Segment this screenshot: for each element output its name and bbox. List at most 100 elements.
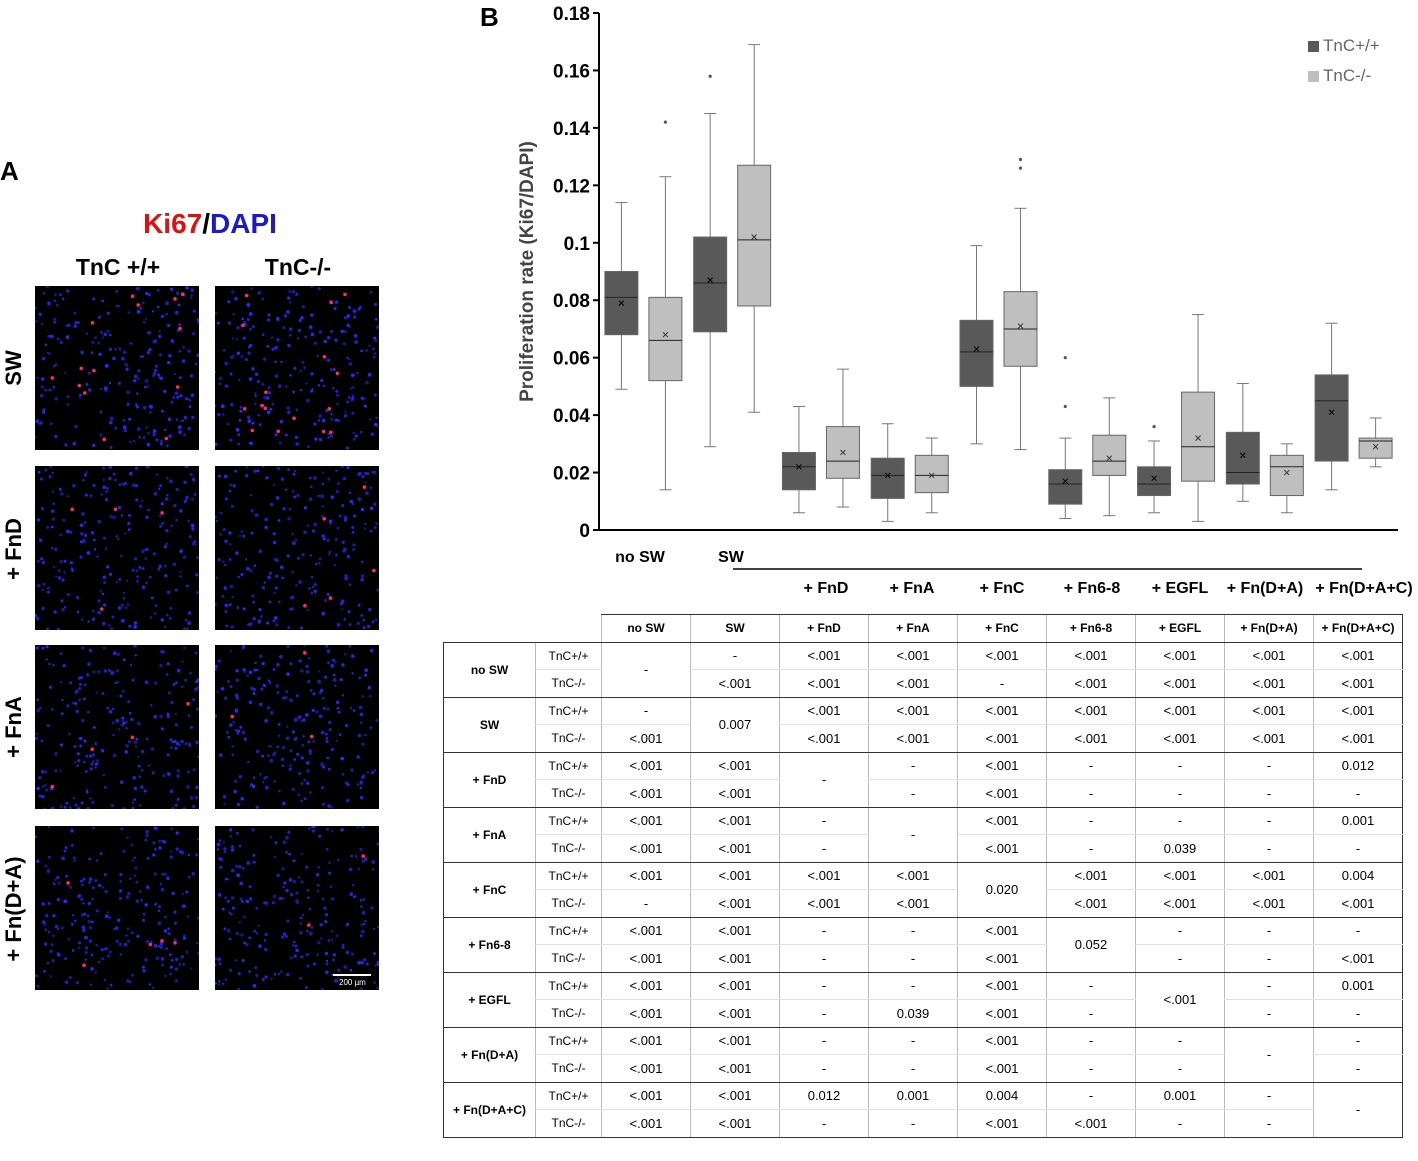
dapi-nucleus bbox=[138, 775, 142, 779]
table-cell: <.001 bbox=[601, 779, 691, 808]
table-genotype-label: TnC+/+ bbox=[535, 1082, 602, 1110]
dapi-nucleus bbox=[123, 350, 127, 354]
table-cell: <.001 bbox=[690, 999, 780, 1028]
dapi-nucleus bbox=[36, 984, 40, 988]
dapi-nucleus bbox=[107, 954, 111, 958]
dapi-nucleus bbox=[277, 384, 282, 388]
table-column-header: no SW bbox=[601, 614, 691, 643]
dapi-nucleus bbox=[108, 916, 111, 919]
dapi-nucleus bbox=[215, 576, 218, 579]
table-cell: - bbox=[1135, 779, 1225, 808]
dapi-nucleus bbox=[168, 617, 172, 620]
table-row: TnC-/- <.001 <.001- - <.001- - - bbox=[444, 1054, 1403, 1083]
dapi-nucleus bbox=[228, 911, 231, 914]
dapi-nucleus bbox=[169, 287, 174, 292]
dapi-nucleus bbox=[161, 650, 165, 654]
table-row: + FnD TnC+/+ <.001 <.001- - <.001- - -0.012 bbox=[443, 752, 1403, 808]
dapi-nucleus bbox=[252, 860, 256, 864]
dapi-nucleus bbox=[72, 856, 76, 860]
dapi-nucleus bbox=[223, 847, 227, 851]
dapi-nucleus bbox=[99, 852, 103, 855]
dapi-nucleus bbox=[187, 611, 192, 615]
dapi-nucleus bbox=[310, 332, 315, 337]
dapi-nucleus bbox=[188, 405, 192, 409]
dapi-nucleus bbox=[116, 652, 120, 657]
dapi-nucleus bbox=[272, 668, 276, 671]
dapi-nucleus bbox=[285, 835, 289, 840]
dapi-nucleus bbox=[106, 329, 110, 333]
dapi-nucleus bbox=[333, 660, 337, 664]
table-cell: 0.004 bbox=[1313, 862, 1403, 890]
dapi-nucleus bbox=[152, 429, 157, 433]
table-genotype-label: TnC-/- bbox=[535, 944, 602, 973]
dapi-nucleus bbox=[350, 768, 354, 772]
dapi-nucleus bbox=[336, 526, 339, 530]
dapi-nucleus bbox=[193, 543, 197, 546]
dapi-nucleus bbox=[104, 946, 109, 951]
dapi-nucleus bbox=[301, 553, 305, 557]
dapi-nucleus bbox=[334, 300, 339, 304]
dapi-nucleus bbox=[287, 626, 291, 629]
dapi-nucleus bbox=[340, 828, 344, 832]
dapi-nucleus bbox=[46, 586, 50, 590]
table-cell: <.001 bbox=[957, 1027, 1047, 1055]
dapi-nucleus bbox=[265, 396, 270, 400]
dapi-nucleus bbox=[91, 609, 95, 613]
dapi-nucleus bbox=[119, 953, 122, 956]
dapi-nucleus bbox=[124, 362, 129, 367]
dapi-nucleus bbox=[258, 944, 262, 948]
dapi-nucleus bbox=[152, 841, 156, 845]
dapi-nucleus bbox=[344, 724, 348, 728]
dapi-nucleus bbox=[364, 673, 368, 677]
dapi-nucleus bbox=[217, 474, 222, 478]
dapi-nucleus bbox=[247, 351, 251, 355]
dapi-nucleus bbox=[36, 376, 39, 379]
dapi-label: DAPI bbox=[210, 208, 277, 239]
table-cell: <.001 bbox=[601, 752, 691, 780]
dapi-nucleus bbox=[187, 770, 191, 774]
dapi-nucleus bbox=[78, 894, 82, 898]
dapi-nucleus bbox=[332, 958, 335, 962]
dapi-nucleus bbox=[215, 982, 217, 985]
dapi-nucleus bbox=[70, 828, 74, 833]
dapi-nucleus bbox=[343, 618, 346, 621]
dapi-nucleus bbox=[88, 754, 93, 758]
ki67-positive-nucleus bbox=[186, 702, 190, 706]
table-cell: <.001 bbox=[601, 1109, 691, 1138]
dapi-nucleus bbox=[153, 944, 158, 948]
dapi-nucleus bbox=[150, 940, 153, 944]
dapi-nucleus bbox=[196, 837, 199, 841]
dapi-nucleus bbox=[186, 915, 189, 918]
dapi-nucleus bbox=[167, 691, 171, 694]
dapi-nucleus bbox=[92, 670, 96, 674]
dapi-nucleus bbox=[108, 381, 112, 385]
dapi-nucleus bbox=[72, 484, 76, 488]
dapi-nucleus bbox=[86, 551, 91, 555]
dapi-nucleus bbox=[184, 466, 188, 468]
dapi-nucleus bbox=[125, 744, 129, 748]
dapi-nucleus bbox=[276, 745, 280, 749]
dapi-nucleus bbox=[343, 965, 348, 969]
dapi-nucleus bbox=[229, 438, 233, 442]
dapi-nucleus bbox=[183, 433, 187, 437]
dapi-nucleus bbox=[125, 750, 128, 754]
dapi-nucleus bbox=[268, 571, 273, 575]
dapi-nucleus bbox=[367, 685, 372, 690]
dapi-nucleus bbox=[321, 505, 325, 508]
dapi-nucleus bbox=[174, 681, 178, 685]
dapi-nucleus bbox=[95, 761, 99, 766]
dapi-nucleus bbox=[264, 517, 268, 522]
table-row: TnC-/- <.001 <.001- <.001-0.039- - bbox=[444, 834, 1403, 863]
dapi-nucleus bbox=[292, 859, 296, 863]
dapi-nucleus bbox=[59, 340, 63, 345]
dapi-nucleus bbox=[152, 374, 155, 377]
dapi-nucleus bbox=[269, 407, 273, 411]
dapi-nucleus bbox=[363, 404, 368, 408]
dapi-nucleus bbox=[306, 964, 310, 968]
dapi-nucleus bbox=[215, 963, 217, 967]
dapi-nucleus bbox=[231, 337, 235, 340]
dapi-nucleus bbox=[114, 681, 117, 685]
dapi-nucleus bbox=[320, 762, 324, 767]
dapi-nucleus bbox=[295, 294, 298, 297]
dapi-nucleus bbox=[228, 321, 232, 325]
